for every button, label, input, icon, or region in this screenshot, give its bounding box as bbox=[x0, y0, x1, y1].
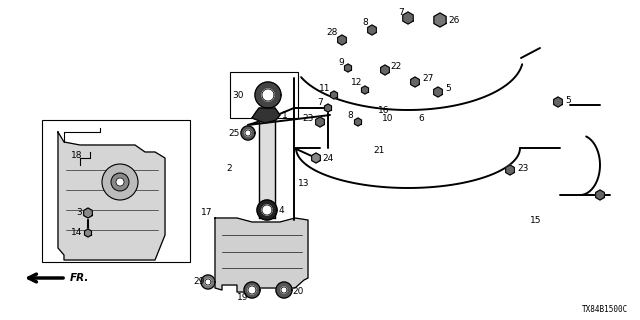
Polygon shape bbox=[262, 89, 274, 101]
Polygon shape bbox=[362, 86, 369, 94]
Polygon shape bbox=[205, 279, 211, 285]
Polygon shape bbox=[244, 282, 260, 298]
Polygon shape bbox=[245, 130, 251, 136]
Text: 14: 14 bbox=[70, 228, 82, 236]
Text: 16: 16 bbox=[378, 106, 390, 115]
Text: 24: 24 bbox=[322, 154, 333, 163]
Polygon shape bbox=[381, 65, 389, 75]
Text: 7: 7 bbox=[317, 98, 323, 107]
Text: 21: 21 bbox=[373, 146, 385, 155]
Polygon shape bbox=[312, 153, 321, 163]
Text: 2: 2 bbox=[227, 164, 232, 172]
Polygon shape bbox=[355, 118, 362, 126]
Polygon shape bbox=[344, 64, 351, 72]
Text: 27: 27 bbox=[422, 74, 433, 83]
Text: TX84B1500C: TX84B1500C bbox=[582, 305, 628, 314]
Text: 5: 5 bbox=[565, 95, 571, 105]
Text: 10: 10 bbox=[382, 114, 394, 123]
Polygon shape bbox=[215, 218, 308, 292]
Text: 12: 12 bbox=[351, 77, 362, 86]
Text: 20: 20 bbox=[292, 287, 303, 297]
Polygon shape bbox=[434, 87, 442, 97]
Polygon shape bbox=[367, 25, 376, 35]
Polygon shape bbox=[241, 126, 255, 140]
Polygon shape bbox=[403, 12, 413, 24]
Circle shape bbox=[116, 178, 124, 186]
Text: 26: 26 bbox=[448, 15, 460, 25]
Bar bbox=[230, 72, 298, 118]
Text: 25: 25 bbox=[228, 129, 240, 138]
Polygon shape bbox=[596, 190, 604, 200]
Polygon shape bbox=[338, 35, 346, 45]
Text: 29: 29 bbox=[194, 277, 205, 286]
Text: 7: 7 bbox=[398, 7, 404, 17]
Polygon shape bbox=[330, 91, 337, 99]
Text: FR.: FR. bbox=[70, 273, 90, 283]
Polygon shape bbox=[316, 117, 324, 127]
Text: 1: 1 bbox=[282, 110, 288, 119]
Text: 8: 8 bbox=[348, 110, 353, 119]
Text: 11: 11 bbox=[319, 84, 330, 92]
Polygon shape bbox=[84, 208, 92, 218]
Polygon shape bbox=[554, 97, 563, 107]
Polygon shape bbox=[84, 229, 92, 237]
Text: 5: 5 bbox=[445, 84, 451, 92]
Polygon shape bbox=[434, 13, 446, 27]
Polygon shape bbox=[252, 108, 280, 123]
Text: 8: 8 bbox=[362, 18, 368, 27]
Text: 23: 23 bbox=[303, 114, 314, 123]
Polygon shape bbox=[259, 120, 275, 218]
Text: 18: 18 bbox=[70, 150, 82, 159]
Polygon shape bbox=[411, 77, 419, 87]
Text: 23: 23 bbox=[517, 164, 529, 172]
Polygon shape bbox=[281, 287, 287, 293]
Text: 19: 19 bbox=[237, 292, 248, 301]
Text: 13: 13 bbox=[298, 179, 310, 188]
Text: 17: 17 bbox=[200, 207, 212, 217]
Polygon shape bbox=[201, 275, 215, 289]
Text: 4: 4 bbox=[279, 205, 285, 214]
Polygon shape bbox=[248, 286, 256, 294]
Bar bbox=[42, 120, 190, 262]
Polygon shape bbox=[58, 132, 165, 260]
Polygon shape bbox=[324, 104, 332, 112]
Polygon shape bbox=[276, 282, 292, 298]
Text: 22: 22 bbox=[390, 61, 401, 70]
Text: 28: 28 bbox=[326, 28, 338, 36]
Text: 30: 30 bbox=[232, 91, 244, 100]
Circle shape bbox=[102, 164, 138, 200]
Polygon shape bbox=[257, 200, 277, 220]
Polygon shape bbox=[506, 165, 515, 175]
Text: 3: 3 bbox=[76, 207, 82, 217]
Circle shape bbox=[111, 173, 129, 191]
Text: 6: 6 bbox=[418, 114, 424, 123]
Polygon shape bbox=[255, 82, 281, 108]
Text: 15: 15 bbox=[530, 215, 541, 225]
Text: 9: 9 bbox=[339, 58, 344, 67]
Polygon shape bbox=[262, 205, 272, 215]
